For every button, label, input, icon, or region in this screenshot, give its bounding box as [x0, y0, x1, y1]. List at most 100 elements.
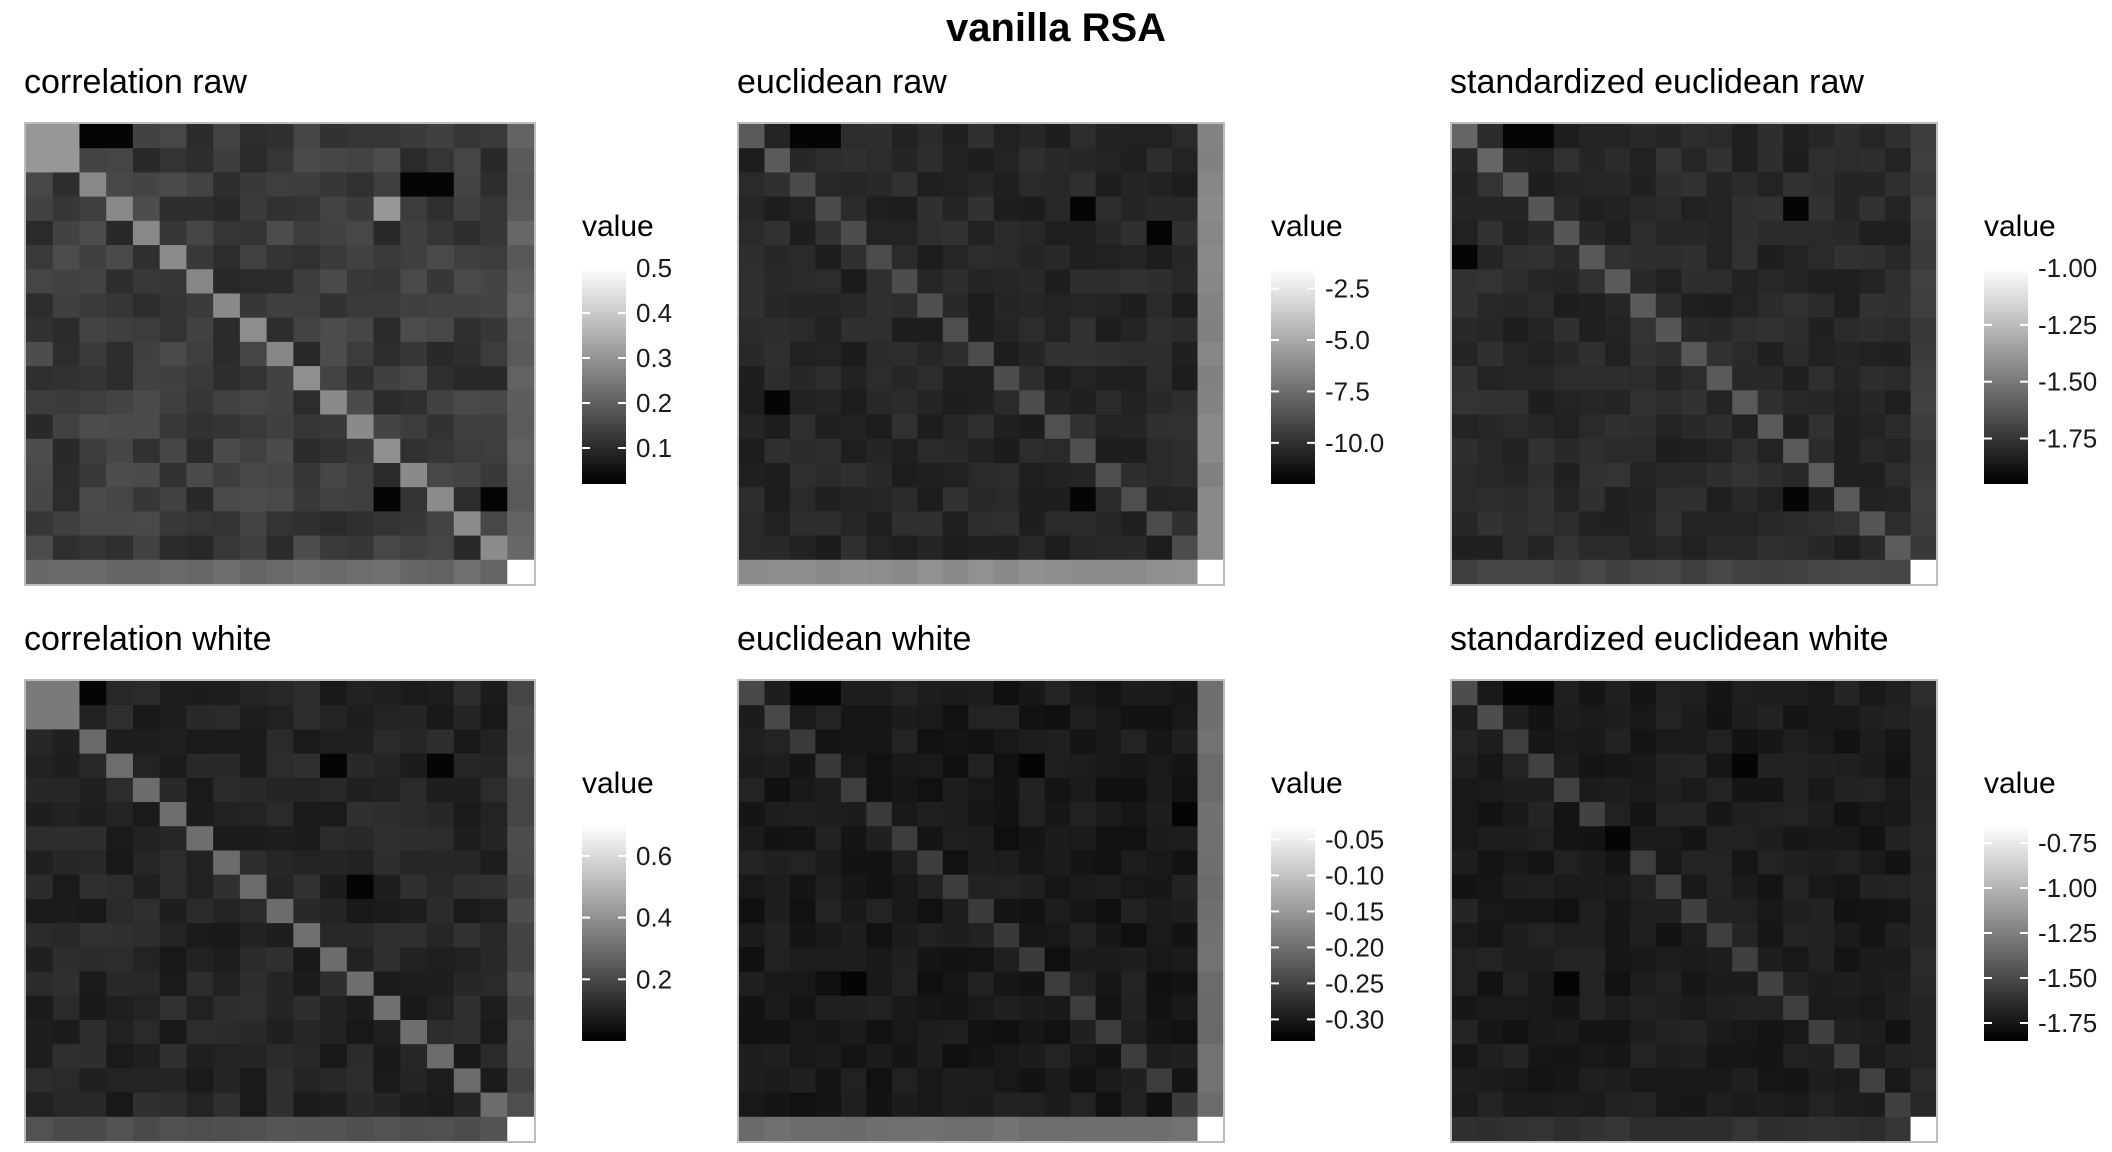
heatmap-cell [1477, 438, 1504, 464]
heatmap-cell [293, 390, 321, 416]
heatmap-cell [1095, 1116, 1122, 1141]
heatmap-cell [507, 1092, 534, 1118]
heatmap-cell [159, 729, 188, 755]
heatmap-cell [815, 390, 842, 416]
heatmap-cell [453, 874, 482, 900]
heatmap-cell [1579, 753, 1606, 779]
heatmap-cell [1834, 995, 1861, 1021]
heatmap-cell [1579, 390, 1606, 416]
heatmap-cell [1172, 438, 1199, 464]
heatmap-cell [427, 729, 455, 755]
heatmap-cell [106, 124, 134, 149]
heatmap-cell [1197, 390, 1223, 416]
heatmap-cell [1197, 269, 1223, 295]
heatmap-cell [26, 777, 54, 803]
heatmap-cell [320, 971, 348, 997]
heatmap-cell [1655, 535, 1682, 561]
heatmap-cell [789, 390, 817, 416]
heatmap-cell [1706, 148, 1733, 174]
heatmap-cell [917, 971, 944, 997]
heatmap-cell [993, 317, 1020, 343]
heatmap-cell [79, 366, 107, 391]
heatmap-cell [1681, 148, 1708, 174]
heatmap-cell [266, 438, 294, 464]
heatmap-cell [507, 317, 534, 343]
heatmap-cell [132, 438, 161, 464]
heatmap-cell [186, 1044, 214, 1069]
heatmap-cell [52, 245, 81, 270]
heatmap-cell [507, 462, 534, 488]
heatmap-cell [1604, 1068, 1631, 1094]
heatmap-cell [400, 898, 428, 924]
heatmap-cell [1604, 390, 1631, 416]
heatmap-cell [507, 487, 534, 512]
heatmap-cell [346, 245, 375, 270]
heatmap-cell [739, 681, 766, 706]
heatmap-cell [1732, 802, 1759, 827]
heatmap-cell [132, 995, 161, 1021]
heatmap-cell [346, 559, 375, 584]
heatmap-cell [480, 293, 508, 319]
heatmap-cell [1604, 923, 1631, 948]
heatmap-cell [866, 124, 893, 149]
heatmap-cell [764, 850, 791, 876]
heatmap-cell [1783, 681, 1810, 706]
heatmap-cell [320, 196, 348, 222]
heatmap-cell [840, 172, 867, 198]
heatmap-cell [1706, 269, 1733, 295]
heatmap-cell [942, 898, 969, 924]
heatmap-cell [739, 1044, 766, 1069]
heatmap-cell [79, 535, 107, 561]
heatmap-cell [1655, 705, 1682, 731]
heatmap-cell [968, 148, 995, 174]
heatmap-cell [159, 269, 188, 295]
heatmap-cell [1095, 923, 1122, 948]
heatmap-cell [480, 777, 508, 803]
heatmap-cell [52, 341, 81, 367]
heatmap-cell [266, 366, 294, 391]
heatmap-cell [1783, 438, 1810, 464]
heatmap-cell [1095, 729, 1122, 755]
heatmap-cell [1121, 681, 1148, 706]
heatmap-cell [866, 511, 893, 537]
heatmap-cell [789, 317, 817, 343]
heatmap-cell [789, 898, 817, 924]
heatmap-cell [1834, 124, 1861, 149]
heatmap-cell [1553, 850, 1580, 876]
heatmap-cell [1095, 802, 1122, 827]
heatmap-cell [1146, 971, 1173, 997]
heatmap-cell [186, 124, 214, 149]
heatmap-cell [1859, 874, 1886, 900]
heatmap-cell [1146, 148, 1173, 174]
heatmap-cell [891, 681, 918, 706]
heatmap-cell [1783, 947, 1810, 973]
heatmap-cell [320, 414, 348, 440]
heatmap-cell [400, 1044, 428, 1069]
heatmap-cell [1197, 705, 1223, 731]
heatmap-cell [507, 293, 534, 319]
heatmap-cell [427, 535, 455, 561]
heatmap-cell [1477, 923, 1504, 948]
heatmap-cell [1477, 366, 1504, 391]
heatmap-cell [427, 414, 455, 440]
heatmap-cell [346, 826, 375, 852]
heatmap-cell [840, 511, 867, 537]
heatmap-cell [1452, 390, 1479, 416]
heatmap-cell [1070, 681, 1097, 706]
heatmap-cell [1172, 317, 1199, 343]
heatmap-cell [453, 148, 482, 174]
heatmap-cell [1197, 366, 1223, 391]
heatmap-cell [106, 220, 134, 246]
heatmap-cell [1146, 462, 1173, 488]
heatmap-cell [1197, 438, 1223, 464]
heatmap-cell [106, 341, 134, 367]
heatmap-cell [891, 487, 918, 512]
heatmap-cell [1783, 1019, 1810, 1045]
heatmap-cell [1706, 874, 1733, 900]
heatmap-cell [293, 462, 321, 488]
heatmap-cell [293, 172, 321, 198]
heatmap-cell [1808, 874, 1835, 900]
heatmap-cell [1910, 777, 1936, 803]
heatmap-cell [917, 705, 944, 731]
heatmap-cell [993, 826, 1020, 852]
